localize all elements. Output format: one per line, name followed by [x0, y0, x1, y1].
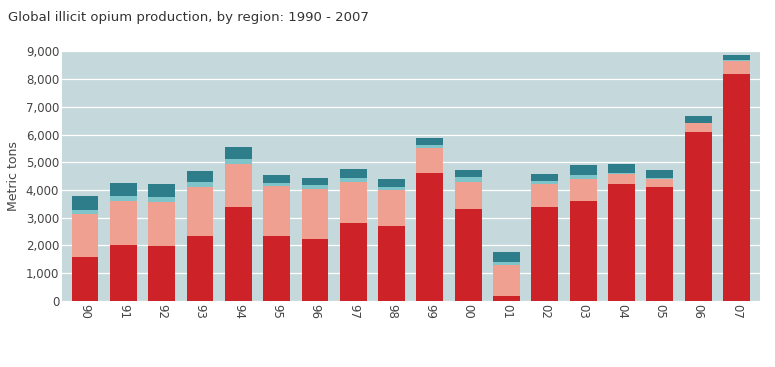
Bar — [110, 246, 136, 301]
Bar — [225, 159, 252, 164]
Bar — [723, 55, 750, 61]
Bar — [646, 170, 673, 178]
Bar — [493, 265, 520, 296]
Bar — [71, 257, 98, 301]
Bar — [264, 186, 290, 236]
Bar — [532, 207, 558, 301]
Bar — [608, 164, 635, 173]
Bar — [416, 138, 443, 145]
Bar — [532, 184, 558, 207]
Bar — [493, 262, 520, 265]
Bar — [301, 178, 329, 185]
Bar — [608, 185, 635, 301]
Bar — [416, 173, 443, 301]
Bar — [570, 201, 597, 301]
Bar — [570, 164, 597, 175]
Bar — [187, 171, 213, 182]
Bar — [723, 61, 750, 73]
Bar — [493, 296, 520, 301]
Bar — [264, 236, 290, 301]
Bar — [378, 226, 405, 301]
Y-axis label: Metric tons: Metric tons — [7, 141, 20, 211]
Bar — [264, 183, 290, 186]
Bar — [110, 201, 136, 246]
Legend: Afghanistan, Myanmar, Lao PDR, Rest of the World: Afghanistan, Myanmar, Lao PDR, Rest of t… — [199, 362, 622, 367]
Bar — [646, 179, 673, 187]
Bar — [264, 175, 290, 183]
Bar — [378, 179, 405, 186]
Bar — [416, 145, 443, 148]
Bar — [110, 196, 136, 201]
Bar — [340, 178, 367, 182]
Bar — [493, 252, 520, 262]
Bar — [532, 181, 558, 184]
Bar — [225, 147, 252, 159]
Bar — [455, 177, 481, 182]
Bar — [646, 187, 673, 301]
Bar — [378, 190, 405, 226]
Bar — [723, 73, 750, 301]
Bar — [455, 210, 481, 301]
Bar — [225, 207, 252, 301]
Bar — [340, 169, 367, 178]
Bar — [685, 123, 711, 132]
Bar — [570, 179, 597, 201]
Bar — [110, 183, 136, 196]
Bar — [148, 184, 175, 197]
Bar — [608, 174, 635, 185]
Bar — [225, 164, 252, 207]
Bar — [570, 175, 597, 179]
Bar — [608, 173, 635, 174]
Bar — [71, 210, 98, 214]
Bar — [148, 197, 175, 202]
Bar — [378, 186, 405, 190]
Bar — [187, 236, 213, 301]
Bar — [416, 148, 443, 173]
Bar — [455, 170, 481, 177]
Bar — [187, 187, 213, 236]
Bar — [455, 182, 481, 210]
Text: Global illicit opium production, by region: 1990 - 2007: Global illicit opium production, by regi… — [8, 11, 369, 24]
Bar — [187, 182, 213, 187]
Bar — [646, 178, 673, 179]
Bar — [685, 116, 711, 123]
Bar — [301, 185, 329, 189]
Bar — [301, 239, 329, 301]
Bar — [340, 182, 367, 223]
Bar — [532, 174, 558, 181]
Bar — [148, 202, 175, 246]
Bar — [71, 196, 98, 210]
Bar — [685, 132, 711, 301]
Bar — [301, 189, 329, 239]
Bar — [71, 214, 98, 257]
Bar — [148, 246, 175, 301]
Bar — [340, 223, 367, 301]
